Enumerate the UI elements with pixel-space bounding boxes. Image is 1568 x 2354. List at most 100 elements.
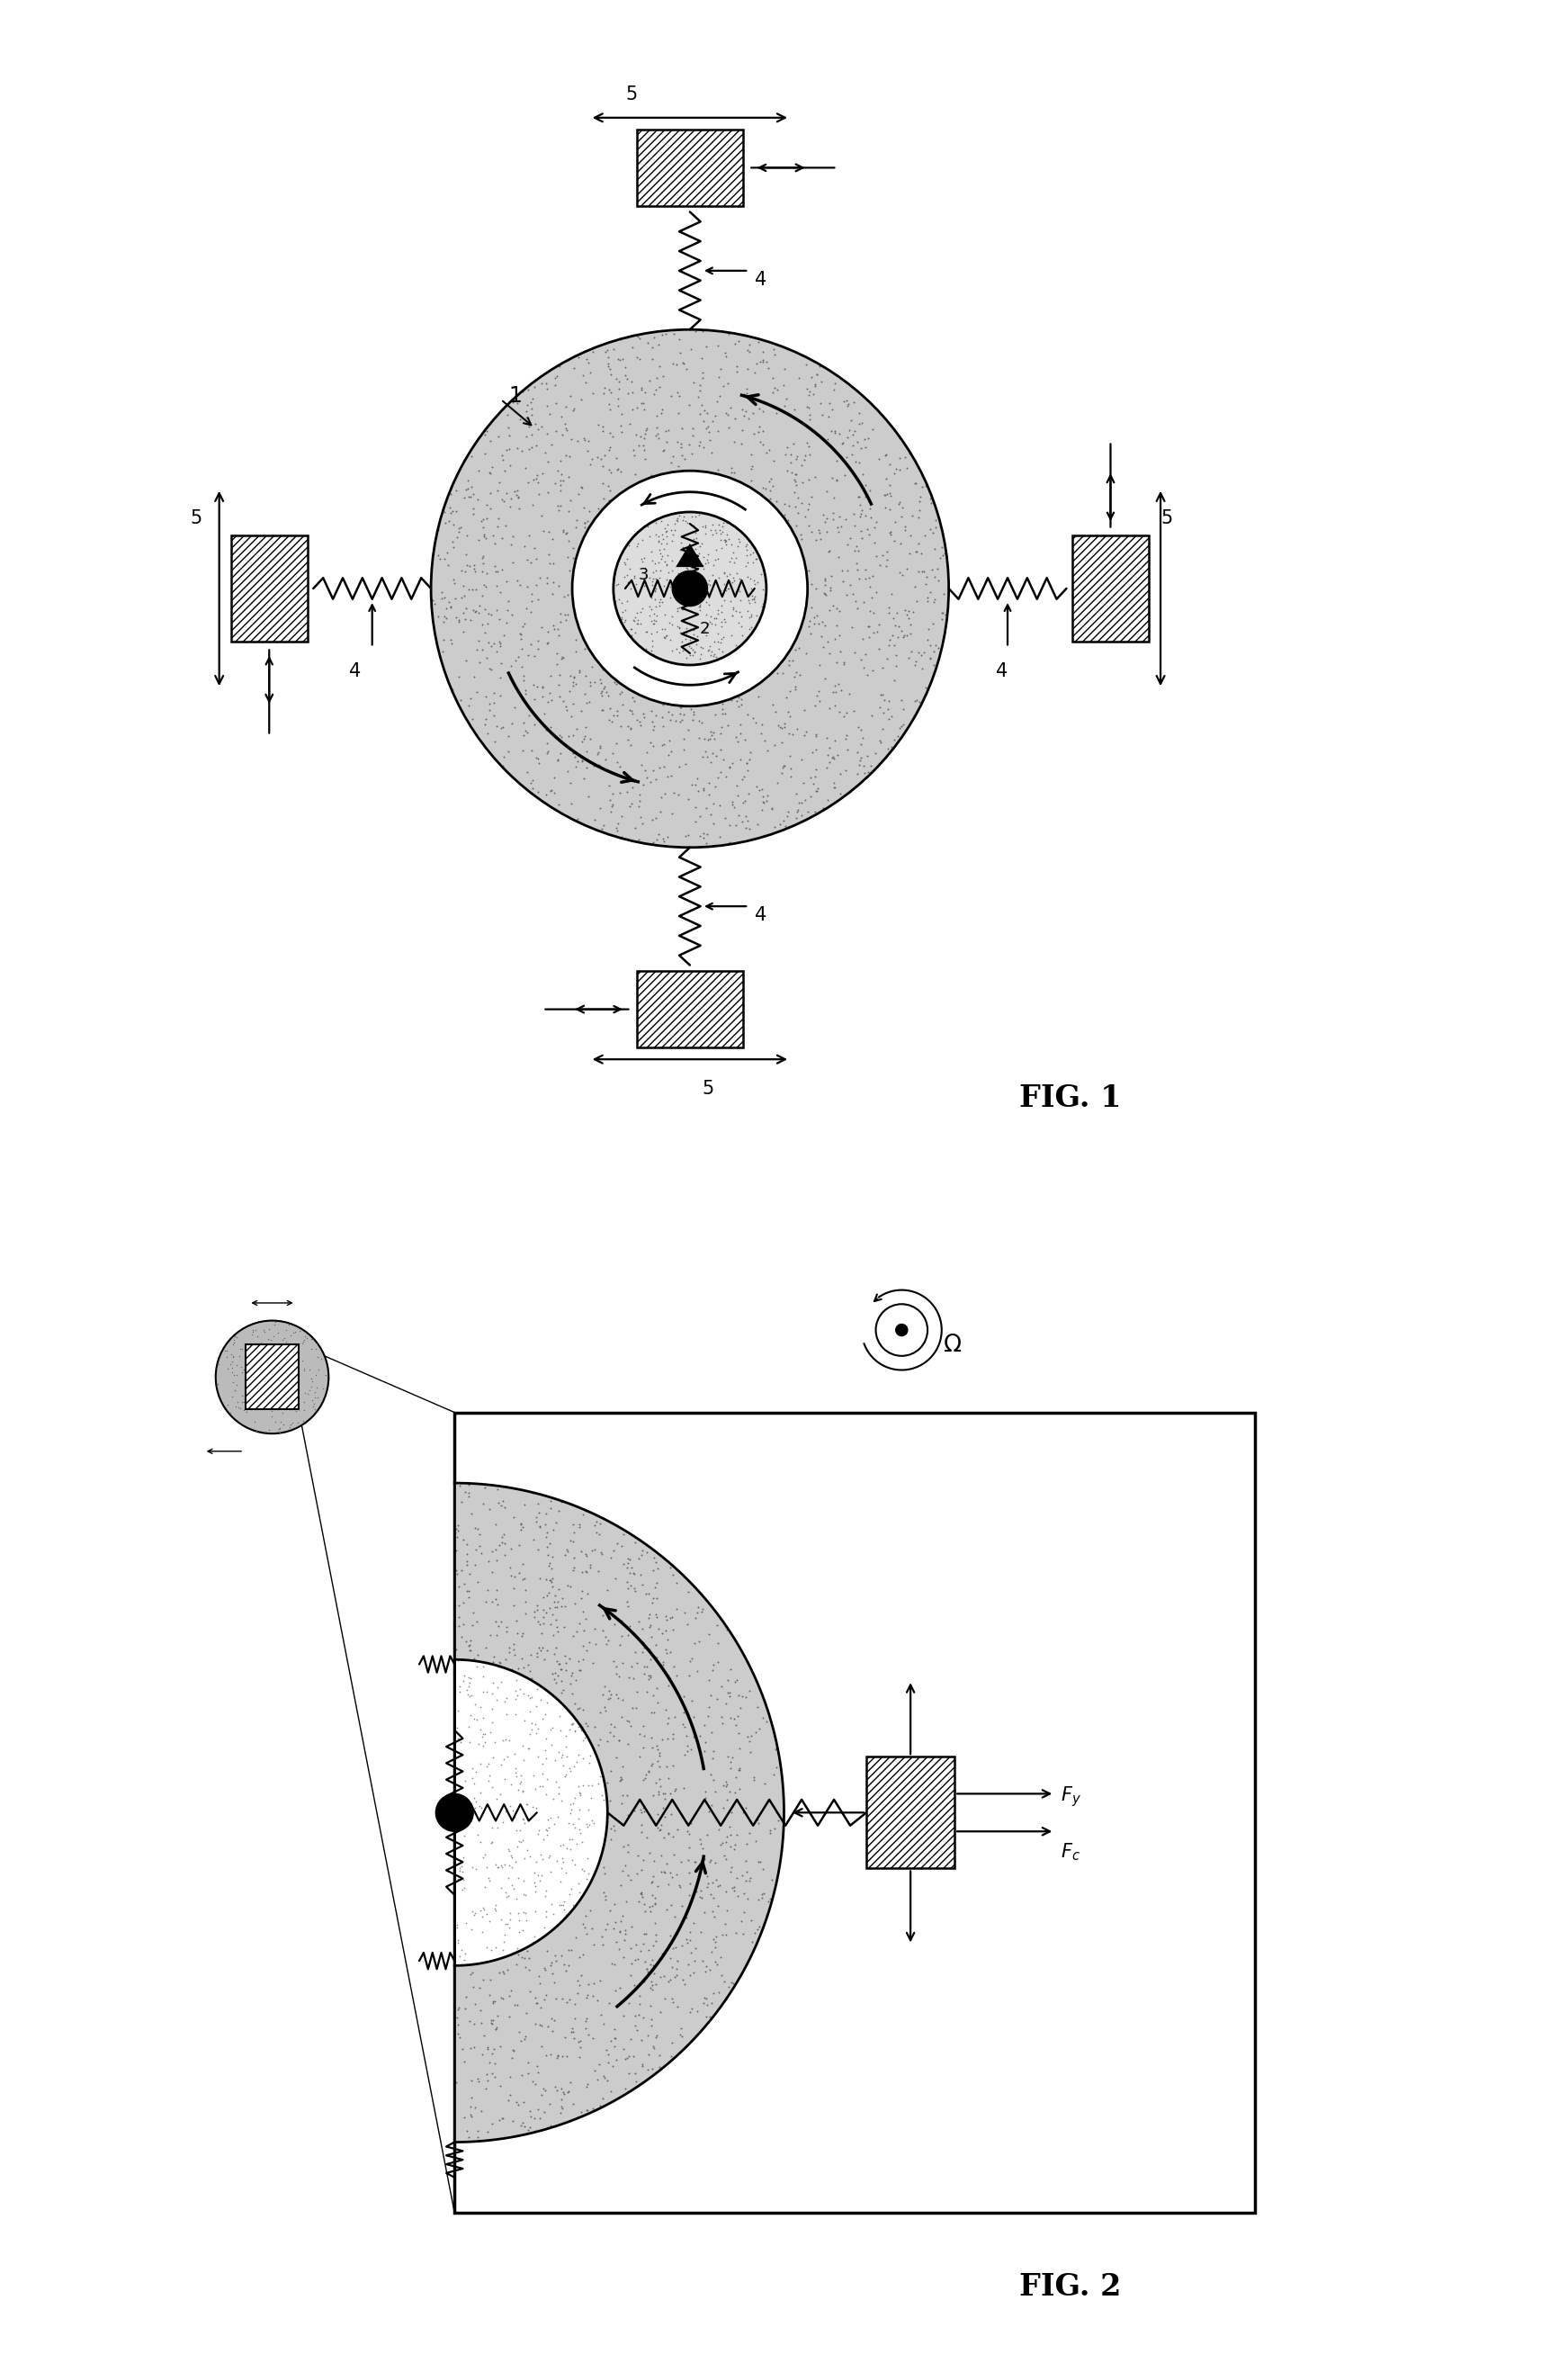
- Point: [502, 1987, 527, 2024]
- Point: [543, 384, 568, 421]
- Point: [651, 567, 676, 605]
- Point: [668, 1869, 693, 1907]
- Point: [809, 617, 834, 654]
- Point: [635, 1949, 660, 1987]
- Point: [818, 567, 844, 605]
- Point: [456, 546, 481, 584]
- Point: [615, 1610, 640, 1648]
- Point: [670, 1926, 695, 1963]
- Point: [739, 1716, 764, 1754]
- Point: [633, 629, 659, 666]
- Point: [535, 624, 560, 661]
- Point: [447, 513, 472, 551]
- Point: [626, 605, 651, 643]
- Point: [577, 1547, 602, 1584]
- Point: [505, 384, 530, 421]
- Point: [590, 678, 615, 716]
- Point: [445, 1989, 470, 2027]
- Point: [622, 1572, 648, 1610]
- Point: [566, 1509, 591, 1547]
- Point: [707, 377, 732, 414]
- Point: [687, 720, 712, 758]
- Point: [655, 1864, 681, 1902]
- Point: [717, 315, 742, 353]
- Point: [243, 1391, 268, 1429]
- Point: [453, 1989, 478, 2027]
- Point: [610, 600, 635, 638]
- Point: [903, 567, 928, 605]
- Point: [643, 570, 668, 607]
- Point: [474, 567, 499, 605]
- Point: [652, 774, 677, 812]
- Point: [660, 1949, 685, 1987]
- Point: [618, 1930, 643, 1968]
- Point: [649, 539, 674, 577]
- Point: [833, 720, 858, 758]
- Point: [803, 718, 828, 756]
- Point: [685, 541, 710, 579]
- Point: [834, 716, 859, 753]
- Point: [610, 1645, 635, 1683]
- Point: [502, 690, 527, 727]
- Point: [447, 1850, 472, 1888]
- Point: [554, 1650, 579, 1688]
- Point: [463, 593, 488, 631]
- Point: [538, 1711, 563, 1749]
- Point: [670, 624, 695, 661]
- Point: [887, 709, 913, 746]
- Point: [654, 1890, 679, 1928]
- Point: [463, 1509, 488, 1547]
- Point: [602, 1970, 627, 2008]
- Point: [826, 593, 851, 631]
- Point: [508, 1511, 533, 1549]
- Point: [646, 1773, 671, 1810]
- Point: [459, 1676, 485, 1714]
- Point: [505, 1601, 530, 1638]
- Point: [469, 2036, 494, 2074]
- Point: [466, 2112, 491, 2149]
- Point: [671, 1737, 696, 1775]
- Point: [532, 433, 557, 471]
- Point: [459, 1749, 485, 1787]
- Point: [822, 770, 847, 807]
- Point: [677, 539, 702, 577]
- Point: [566, 1690, 591, 1728]
- Point: [296, 1351, 321, 1389]
- Point: [724, 1876, 750, 1914]
- Point: [655, 1657, 681, 1695]
- Point: [522, 1919, 547, 1956]
- Point: [679, 435, 704, 473]
- Point: [470, 1700, 495, 1737]
- Point: [746, 1709, 771, 1747]
- Point: [616, 1796, 641, 1834]
- Point: [550, 1886, 575, 1923]
- Point: [638, 1987, 663, 2024]
- Point: [632, 1629, 657, 1667]
- Point: [506, 1669, 532, 1707]
- Point: [597, 454, 622, 492]
- Point: [580, 2090, 605, 2128]
- Point: [605, 692, 630, 730]
- Point: [444, 1907, 469, 1944]
- Point: [743, 353, 768, 391]
- Point: [936, 570, 961, 607]
- Point: [812, 504, 837, 541]
- Point: [499, 1836, 524, 1874]
- Point: [491, 483, 516, 520]
- Point: [267, 1332, 292, 1370]
- Point: [596, 701, 621, 739]
- Point: [539, 1725, 564, 1763]
- Point: [723, 539, 748, 577]
- Point: [862, 734, 887, 772]
- Point: [632, 431, 657, 468]
- Point: [452, 1817, 477, 1855]
- Point: [640, 1551, 665, 1589]
- Point: [602, 2027, 627, 2064]
- Point: [652, 1598, 677, 1636]
- Point: [539, 1561, 564, 1598]
- Point: [913, 468, 938, 506]
- Point: [252, 1412, 278, 1450]
- Point: [840, 692, 866, 730]
- Point: [561, 2013, 586, 2050]
- Point: [532, 1980, 557, 2017]
